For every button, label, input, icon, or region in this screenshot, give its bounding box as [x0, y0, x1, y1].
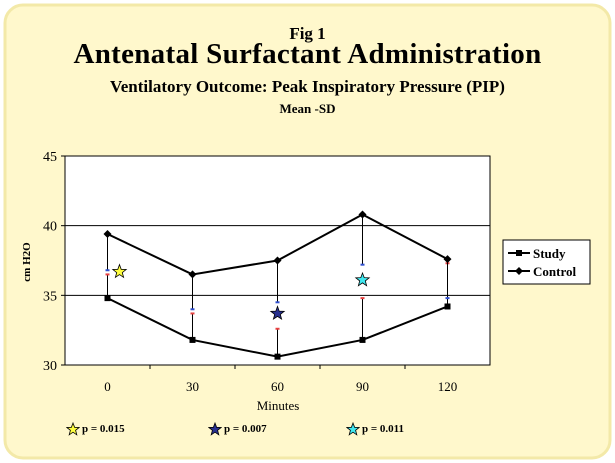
star-shape — [346, 422, 360, 436]
star-icon — [346, 422, 360, 436]
p-value-label: p = 0.007 — [224, 423, 267, 435]
data-point-study — [359, 336, 366, 343]
significance-legend-item: p = 0.015 — [66, 422, 125, 436]
data-point-study — [274, 353, 281, 360]
y-axis-label: cm H2O — [21, 242, 33, 282]
p-value-label: p = 0.015 — [82, 423, 125, 435]
significance-star-icon — [111, 263, 128, 279]
significance-legend-item: p = 0.007 — [208, 422, 267, 436]
chart-title: Antenatal Surfactant Administration — [73, 38, 542, 70]
chart-note: Mean -SD — [279, 101, 336, 116]
sd-bars — [105, 214, 450, 357]
star-icon — [208, 422, 222, 436]
chart-subtitle: Ventilatory Outcome: Peak Inspiratory Pr… — [110, 77, 505, 96]
data-point-study — [189, 336, 196, 343]
data-point-control — [188, 270, 197, 279]
significance-star-icon — [269, 305, 286, 321]
y-tick-label: 30 — [43, 359, 57, 374]
significance-star-icon — [354, 271, 371, 287]
x-tick-label: 30 — [186, 379, 199, 394]
data-point-control — [358, 210, 367, 219]
x-tick-label: 90 — [356, 379, 369, 394]
significance-legend-item: p = 0.011 — [346, 422, 404, 436]
data-point-control — [273, 256, 282, 265]
significance-stars — [111, 263, 371, 321]
data-point-study — [444, 303, 451, 310]
p-value-label: p = 0.011 — [362, 423, 405, 435]
x-tick-label: 0 — [104, 379, 111, 394]
legend-label: Control — [533, 264, 576, 279]
data-point-control — [103, 230, 112, 239]
data-point-study — [104, 295, 111, 302]
legend-box — [502, 239, 591, 285]
star-shape — [208, 422, 222, 436]
series-markers — [103, 210, 452, 360]
x-axis-label: Minutes — [257, 398, 300, 413]
star-icon — [66, 422, 80, 436]
y-tick-label: 40 — [43, 220, 57, 235]
legend-label: Study — [533, 246, 566, 261]
star-shape — [66, 422, 80, 436]
legend-marker — [515, 267, 523, 275]
legend: Study Control — [502, 239, 591, 285]
data-point-control — [443, 255, 452, 264]
figure-number: Fig 1 — [289, 24, 326, 43]
x-tick-label: 120 — [438, 379, 458, 394]
x-tick-label: 60 — [271, 379, 284, 394]
axes: 30 35 40 45 0 30 60 90 120 — [43, 150, 457, 394]
y-tick-label: 45 — [43, 150, 57, 165]
y-tick-label: 35 — [43, 289, 57, 304]
legend-marker — [516, 250, 522, 256]
